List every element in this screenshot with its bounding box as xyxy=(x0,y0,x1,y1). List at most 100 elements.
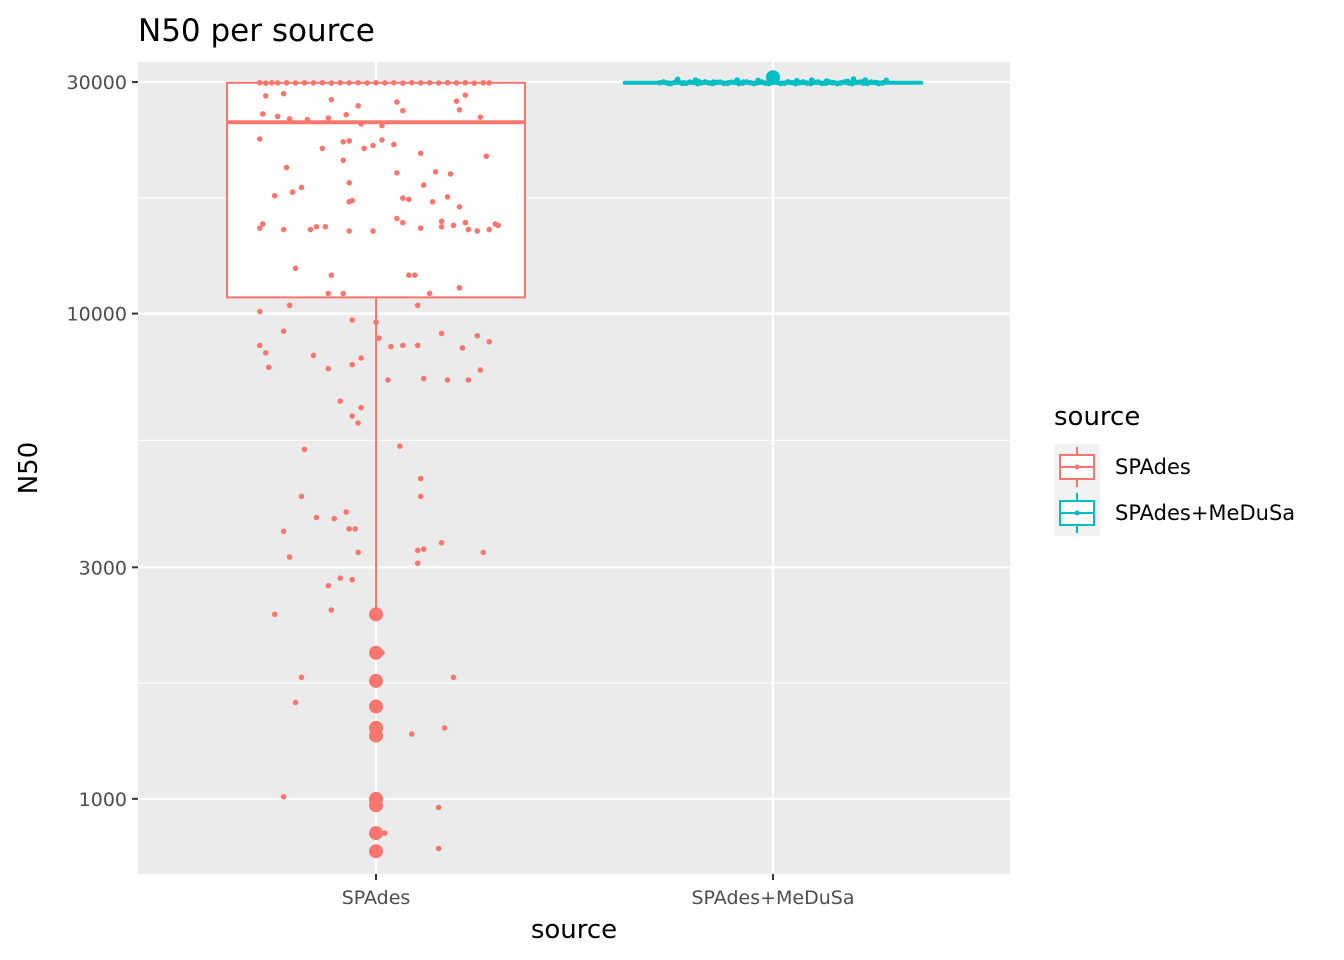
outlier-point xyxy=(369,645,383,660)
jitter-point xyxy=(313,514,320,521)
jitter-point xyxy=(364,80,370,86)
jitter-point xyxy=(394,170,400,176)
jitter-point xyxy=(391,79,397,86)
jitter-point xyxy=(456,285,463,291)
jitter-point xyxy=(256,136,263,142)
legend-item: SPAdes+MeDuSa xyxy=(1054,490,1295,536)
x-tick-label: SPAdes xyxy=(342,887,411,909)
jitter-point xyxy=(373,319,379,326)
y-axis: 1000 3000 10000 30000 xyxy=(67,72,138,811)
y-tick-label: 30000 xyxy=(67,72,127,94)
jitter-point xyxy=(400,195,406,201)
jitter-point xyxy=(328,80,335,86)
jitter-point xyxy=(349,576,355,583)
x-axis: SPAdes SPAdes+MeDuSa xyxy=(342,874,855,909)
jitter-point xyxy=(346,526,352,532)
jitter-point xyxy=(438,330,445,337)
jitter-point xyxy=(313,223,320,230)
jitter-point xyxy=(340,157,347,164)
jitter-point xyxy=(355,79,361,86)
jitter-point xyxy=(373,79,379,86)
jitter-point xyxy=(405,196,412,203)
jitter-point xyxy=(400,342,406,349)
jitter-point xyxy=(417,493,424,500)
jitter-point xyxy=(346,80,352,86)
jitter-point xyxy=(355,103,361,109)
jitter-point xyxy=(292,699,299,706)
jitter-point xyxy=(274,80,281,86)
y-tick-label: 10000 xyxy=(67,304,127,326)
jitter-point xyxy=(280,328,287,334)
jitter-point xyxy=(343,509,350,515)
jitter-point xyxy=(370,228,376,234)
jitter-point xyxy=(358,404,364,411)
jitter-point xyxy=(394,215,400,222)
jitter-point xyxy=(417,225,424,231)
jitter-point xyxy=(298,493,305,500)
jitter-point xyxy=(441,725,448,731)
jitter-point xyxy=(388,343,394,350)
jitter-point xyxy=(408,731,415,737)
jitter-point xyxy=(262,80,269,86)
jitter-point xyxy=(465,226,472,233)
jitter-point xyxy=(450,674,457,681)
outlier-point xyxy=(369,699,383,714)
jitter-point xyxy=(414,560,421,566)
jitter-point xyxy=(432,168,439,175)
jitter-point xyxy=(400,107,406,114)
jitter-point xyxy=(286,302,293,309)
jitter-point xyxy=(259,111,266,117)
jitter-point xyxy=(459,345,466,351)
jitter-point xyxy=(438,540,445,546)
jitter-point xyxy=(411,272,418,278)
jitter-point xyxy=(271,611,278,618)
jitter-point xyxy=(376,335,382,341)
jitter-point xyxy=(319,145,326,152)
jitter-point xyxy=(274,113,281,120)
jitter-point xyxy=(420,546,427,552)
jitter-point xyxy=(343,111,350,118)
jitter-point xyxy=(298,674,305,681)
jitter-point xyxy=(370,142,376,149)
jitter-point xyxy=(346,138,352,144)
jitter-point xyxy=(405,272,412,278)
jitter-point xyxy=(346,180,352,186)
legend-label: SPAdes+MeDuSa xyxy=(1115,501,1295,525)
jitter-point xyxy=(465,377,472,383)
jitter-point xyxy=(385,377,391,383)
chart-title: N50 per source xyxy=(138,13,375,49)
jitter-point xyxy=(325,115,332,121)
jitter-point xyxy=(477,367,484,373)
jitter-point xyxy=(349,413,355,419)
jitter-point xyxy=(358,121,364,127)
jitter-point xyxy=(256,342,263,349)
jitter-point xyxy=(340,290,347,297)
legend-title: source xyxy=(1054,402,1140,432)
jitter-point xyxy=(400,219,406,226)
jitter-point xyxy=(426,79,433,86)
jitter-point xyxy=(477,114,484,120)
jitter-point xyxy=(397,443,403,450)
jitter-point xyxy=(391,141,397,148)
jitter-point xyxy=(429,198,436,205)
jitter-point xyxy=(337,398,344,404)
jitter-point xyxy=(400,80,406,86)
jitter-point xyxy=(414,302,421,309)
jitter-point xyxy=(414,547,421,554)
jitter-point xyxy=(361,145,367,152)
jitter-point xyxy=(417,150,424,157)
jitter-point xyxy=(256,225,263,231)
jitter-point xyxy=(379,649,385,656)
jitter-point xyxy=(337,79,344,86)
jitter-point xyxy=(453,80,460,86)
jitter-point xyxy=(495,222,501,229)
x-tick-label: SPAdes+MeDuSa xyxy=(692,887,855,909)
jitter-point xyxy=(280,226,287,233)
jitter-point xyxy=(450,222,457,229)
jitter-point xyxy=(355,549,361,556)
jitter-point xyxy=(435,80,442,86)
jitter-point xyxy=(444,377,451,383)
jitter-point xyxy=(328,96,335,103)
jitter-point xyxy=(292,265,299,272)
jitter-point xyxy=(471,80,478,86)
